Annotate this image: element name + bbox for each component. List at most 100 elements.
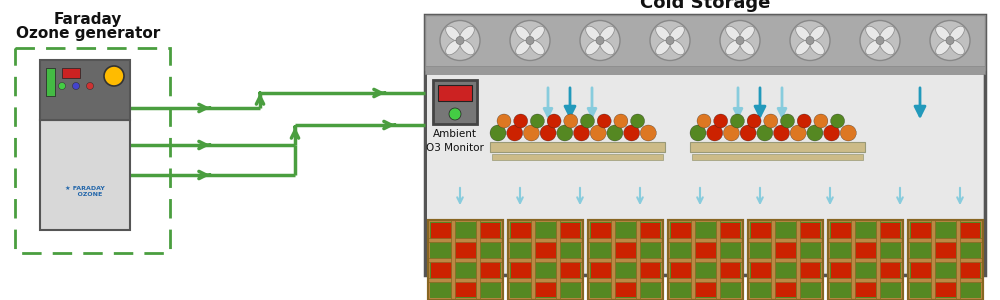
Bar — [511, 223, 532, 240]
Bar — [908, 220, 982, 300]
Bar — [908, 238, 982, 242]
Bar — [508, 220, 582, 300]
Bar — [492, 154, 663, 160]
Bar — [934, 280, 956, 297]
Bar — [590, 223, 612, 240]
Bar — [15, 48, 170, 253]
Bar — [670, 222, 740, 298]
Bar — [876, 220, 880, 300]
Bar — [854, 242, 876, 259]
Bar — [670, 223, 692, 240]
Circle shape — [723, 125, 739, 141]
Ellipse shape — [586, 40, 600, 55]
Ellipse shape — [880, 40, 894, 55]
Bar — [774, 242, 796, 259]
Ellipse shape — [586, 26, 600, 41]
Bar — [428, 220, 503, 300]
Bar — [828, 258, 902, 262]
Circle shape — [510, 20, 550, 61]
Circle shape — [596, 37, 604, 44]
Bar — [614, 280, 636, 297]
Ellipse shape — [530, 40, 544, 55]
Circle shape — [797, 114, 811, 128]
Ellipse shape — [936, 26, 950, 41]
Bar — [425, 66, 985, 74]
Bar — [428, 278, 503, 282]
Bar — [588, 220, 662, 300]
Ellipse shape — [866, 26, 880, 41]
Circle shape — [640, 125, 656, 141]
Circle shape — [631, 114, 645, 128]
Bar — [433, 80, 477, 124]
Circle shape — [666, 37, 674, 44]
Ellipse shape — [460, 26, 474, 41]
Bar — [614, 242, 636, 259]
Circle shape — [876, 37, 884, 44]
Bar — [774, 280, 796, 297]
Bar — [590, 261, 612, 278]
Circle shape — [614, 114, 628, 128]
Ellipse shape — [726, 26, 740, 41]
Circle shape — [650, 20, 690, 61]
Bar — [558, 261, 580, 278]
Ellipse shape — [880, 26, 894, 41]
Bar — [668, 220, 742, 300]
Bar — [828, 220, 902, 300]
Circle shape — [449, 108, 461, 120]
Circle shape — [490, 125, 506, 141]
Bar — [590, 222, 660, 298]
Bar — [430, 261, 452, 278]
Ellipse shape — [670, 40, 684, 55]
Text: ★ FARADAY
     OZONE: ★ FARADAY OZONE — [65, 186, 105, 197]
Bar — [428, 220, 503, 300]
Bar — [636, 220, 640, 300]
Bar — [878, 223, 900, 240]
Circle shape — [720, 20, 760, 61]
Bar — [908, 278, 982, 282]
Circle shape — [624, 125, 640, 141]
Bar — [508, 220, 582, 300]
Bar — [454, 242, 476, 259]
Circle shape — [557, 125, 573, 141]
Bar — [750, 261, 772, 278]
Bar — [748, 238, 822, 242]
Bar — [690, 142, 865, 152]
Text: Ambient
O3 Monitor: Ambient O3 Monitor — [426, 129, 484, 153]
Bar — [828, 278, 902, 282]
Text: Cold Storage: Cold Storage — [640, 0, 770, 12]
Bar — [908, 220, 982, 300]
Circle shape — [580, 114, 594, 128]
Bar — [46, 68, 55, 96]
Circle shape — [814, 114, 828, 128]
Circle shape — [58, 82, 66, 89]
Bar — [930, 220, 934, 300]
Ellipse shape — [726, 40, 740, 55]
Bar — [588, 278, 662, 282]
Circle shape — [530, 114, 544, 128]
Bar — [450, 220, 454, 300]
Ellipse shape — [950, 40, 964, 55]
Circle shape — [790, 125, 806, 141]
Bar — [668, 278, 742, 282]
Ellipse shape — [740, 26, 754, 41]
Bar — [830, 223, 852, 240]
Bar — [718, 223, 740, 240]
Ellipse shape — [446, 26, 460, 41]
Bar — [425, 15, 985, 70]
Ellipse shape — [460, 40, 474, 55]
Circle shape — [456, 37, 464, 44]
Circle shape — [507, 125, 523, 141]
Bar — [534, 242, 556, 259]
Bar — [40, 60, 130, 120]
Circle shape — [547, 114, 561, 128]
Ellipse shape — [446, 40, 460, 55]
Bar — [956, 220, 960, 300]
Circle shape — [764, 114, 778, 128]
Ellipse shape — [656, 26, 670, 41]
Bar — [610, 220, 614, 300]
Bar — [910, 261, 932, 278]
Bar — [62, 68, 80, 78]
Bar — [750, 222, 820, 298]
Ellipse shape — [950, 26, 964, 41]
Bar — [588, 238, 662, 242]
